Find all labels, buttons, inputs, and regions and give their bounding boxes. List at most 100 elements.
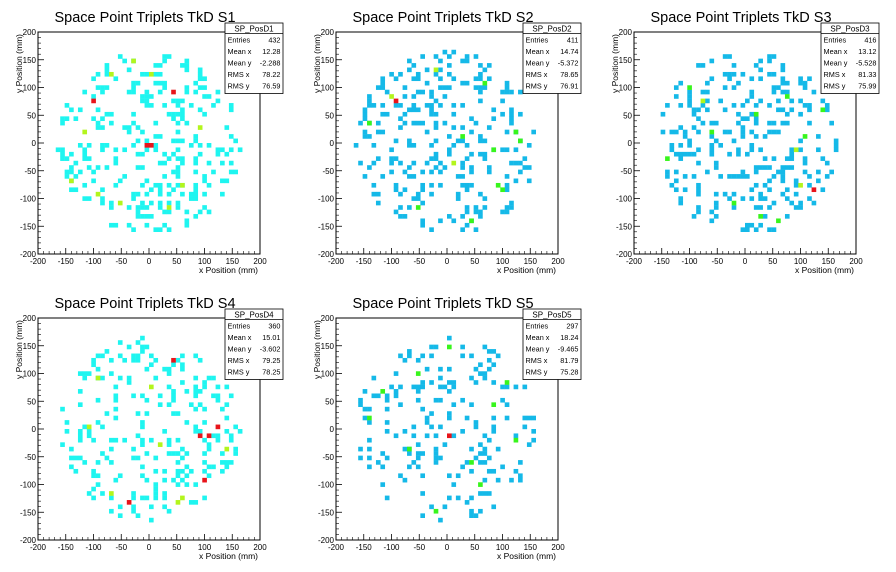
bin-cell-green xyxy=(504,380,510,385)
bin-cell xyxy=(771,71,777,77)
bin-cell xyxy=(153,357,159,363)
bin-cell xyxy=(495,446,501,452)
y-tick-label: 200 xyxy=(23,314,37,323)
bin-cell xyxy=(469,495,474,501)
bin-cell xyxy=(109,446,114,452)
bin-cell xyxy=(175,129,181,135)
bin-cell xyxy=(727,151,732,157)
bin-cell xyxy=(420,120,425,126)
bin-cell xyxy=(86,156,92,161)
bin-cell xyxy=(180,446,185,452)
histogram-panel-1: Space Point Triplets TkD S1 -200-200 -150 -… xyxy=(14,10,284,275)
bin-cell xyxy=(687,94,692,99)
bin-cell xyxy=(358,397,363,403)
bin-cell xyxy=(144,451,150,456)
bin-cell xyxy=(197,71,203,77)
bin-cell xyxy=(402,94,408,99)
bin-cell-red xyxy=(144,143,150,148)
bin-cell xyxy=(415,120,421,126)
bin-cell xyxy=(509,111,514,117)
bin-cell xyxy=(486,125,492,130)
bin-cell-yellow xyxy=(389,94,394,99)
x-tick-label: -150 xyxy=(58,257,75,266)
bin-cell xyxy=(140,214,145,219)
bin-cell xyxy=(451,49,457,55)
bin-cell xyxy=(438,85,443,90)
bin-cell xyxy=(228,433,234,439)
bin-cell xyxy=(104,67,110,73)
y-axis-label: y Position (mm) xyxy=(610,34,620,93)
x-tick-label: 150 xyxy=(524,543,538,552)
bins xyxy=(55,54,243,232)
bin-cell xyxy=(411,460,417,465)
stats-label: Mean y xyxy=(526,59,550,68)
bin-cell xyxy=(180,107,185,113)
bin-cell xyxy=(131,446,136,452)
bin-cell-red xyxy=(126,500,132,505)
bin-cell xyxy=(95,366,101,372)
bin-cell-green xyxy=(731,200,737,206)
bin-cell xyxy=(149,504,154,510)
bin-cell xyxy=(100,116,105,121)
bin-cell xyxy=(104,455,110,461)
bin-cell-yellow xyxy=(95,375,101,381)
bin-cell xyxy=(415,455,421,461)
y-tick-label: -200 xyxy=(318,250,335,259)
bin-cell xyxy=(393,371,399,376)
bin-cell xyxy=(740,71,746,77)
bin-cell xyxy=(202,76,207,82)
bin-cell-green xyxy=(518,138,523,144)
bin-cell xyxy=(429,143,434,148)
bin-cell xyxy=(398,116,403,121)
bin-cell xyxy=(736,111,741,117)
bin-cell xyxy=(682,151,688,157)
bin-cell xyxy=(491,116,497,121)
bin-cell xyxy=(135,455,141,461)
bin-cell xyxy=(135,205,141,210)
bin-cell xyxy=(135,151,141,157)
bin-cell xyxy=(531,415,536,421)
stats-label: RMS y xyxy=(526,368,548,377)
bin-cell xyxy=(469,169,474,175)
bin-cell xyxy=(384,393,390,399)
y-tick-label: 50 xyxy=(325,397,334,406)
bin-cell xyxy=(197,389,203,394)
bin-cell xyxy=(767,71,772,77)
bin-cell xyxy=(126,129,132,135)
bin-cell xyxy=(162,468,167,474)
bin-cell xyxy=(362,389,368,394)
y-tick-label: 150 xyxy=(321,342,335,351)
bin-cell xyxy=(433,98,439,104)
bin-cell xyxy=(713,120,719,126)
stats-value: -5.372 xyxy=(558,59,579,68)
bin-cell xyxy=(131,85,136,90)
bin-cell xyxy=(758,191,763,197)
bin-cell xyxy=(140,94,145,99)
bin-cell xyxy=(447,147,452,153)
bin-cell xyxy=(745,151,750,157)
bin-cell-red xyxy=(197,433,203,439)
bin-cell xyxy=(233,451,238,456)
bin-cell xyxy=(220,178,225,184)
bin-cell xyxy=(140,495,145,501)
bin-cell xyxy=(215,433,221,439)
bin-cell-green xyxy=(495,182,501,188)
bin-cell xyxy=(193,375,199,381)
y-tick-label: -50 xyxy=(24,453,36,462)
bin-cell-yellow xyxy=(451,160,457,166)
bin-cell-green xyxy=(407,446,412,452)
bin-cell xyxy=(433,156,439,161)
bin-cell xyxy=(126,380,132,385)
y-axis-label: y Position (mm) xyxy=(14,320,24,379)
bin-cell xyxy=(780,67,786,73)
bin-cell xyxy=(402,446,408,452)
bin-cell xyxy=(157,80,163,86)
bin-cell xyxy=(424,129,430,135)
bin-cell xyxy=(144,344,150,350)
bin-cell xyxy=(402,187,408,193)
bin-cell xyxy=(358,446,363,452)
bin-cell xyxy=(727,129,732,135)
bin-cell xyxy=(495,353,501,359)
bin-cell xyxy=(776,169,781,175)
bin-cell xyxy=(482,156,488,161)
